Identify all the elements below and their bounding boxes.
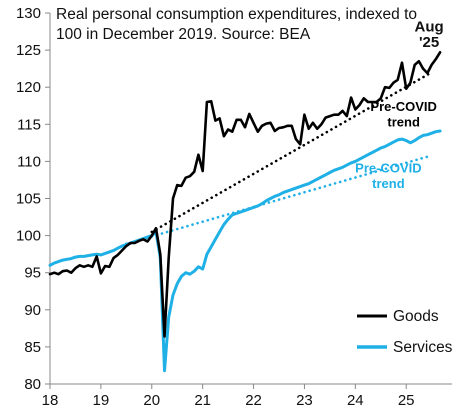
annotation-goods-pre-covid: Pre-COVID [370, 99, 436, 114]
x-tick-label: 18 [42, 392, 59, 409]
annotation-goods-aug: Aug [415, 19, 444, 36]
y-tick-label: 115 [17, 116, 41, 133]
y-tick-label: 100 [16, 228, 41, 245]
chart-title-line-2: 100 in December 2019. Source: BEA [56, 26, 311, 43]
y-tick-label: 95 [24, 265, 41, 282]
x-axis: 18 19 20 21 22 23 24 25 [42, 383, 452, 409]
legend: Goods Services [357, 308, 453, 356]
chart-title: Real personal consumption expenditures, … [56, 6, 417, 43]
series-layer [48, 50, 442, 373]
y-axis: 80 85 90 95 100 105 110 115 120 125 130 [16, 5, 51, 393]
annotation-services-trend: trend [372, 176, 405, 191]
y-tick-label: 130 [16, 5, 41, 22]
y-tick-label: 80 [24, 376, 41, 393]
x-tick-label: 23 [296, 392, 313, 409]
series-line-services [48, 129, 442, 373]
series-line-goods-pre-covid-trend [150, 71, 433, 234]
x-tick-label: 22 [245, 392, 262, 409]
x-tick-label: 19 [93, 392, 110, 409]
y-tick-label: 85 [24, 339, 41, 356]
annotation-goods-25: '25 [419, 34, 439, 51]
annotation-goods-trend: trend [387, 115, 420, 130]
y-tick-label: 110 [17, 153, 41, 170]
x-tick-label: 20 [143, 392, 160, 409]
y-tick-label: 120 [16, 79, 41, 96]
legend-label-goods: Goods [393, 308, 439, 325]
x-tick-label: 21 [194, 392, 211, 409]
y-tick-label: 125 [16, 42, 41, 59]
series-line-goods [48, 50, 442, 338]
x-tick-label: 24 [347, 392, 364, 409]
chart-title-line-1: Real personal consumption expenditures, … [56, 6, 417, 23]
y-tick-label: 105 [16, 191, 41, 208]
series-line-services-pre-covid-trend [125, 154, 433, 246]
annotation-services-pre-covid: Pre-COVID [355, 161, 421, 176]
legend-label-services: Services [393, 339, 453, 356]
x-tick-label: 25 [398, 392, 415, 409]
y-tick-label: 90 [24, 302, 41, 319]
